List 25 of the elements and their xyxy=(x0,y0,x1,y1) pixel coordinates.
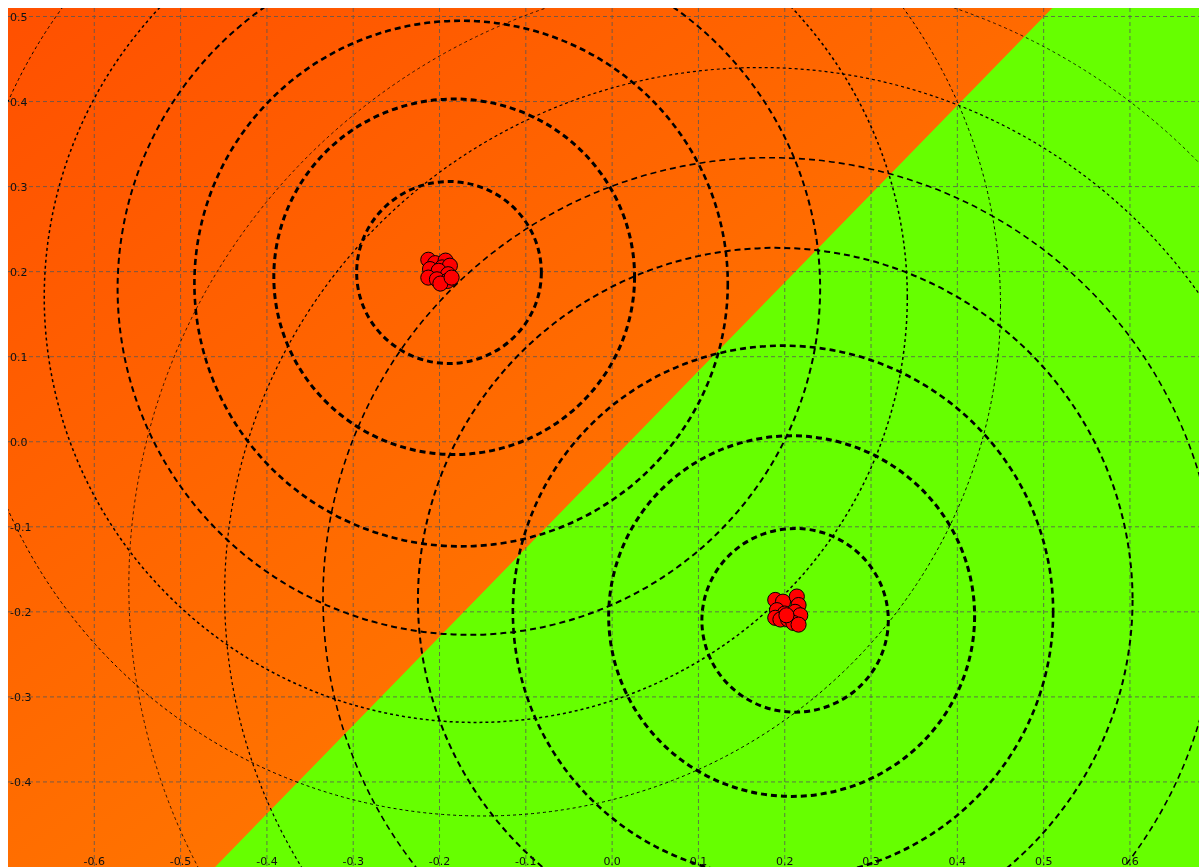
point xyxy=(790,616,807,633)
x-tick-label: 0.2 xyxy=(775,855,794,867)
x-tick-label: 0.3 xyxy=(862,855,880,867)
x-tick-label: 0.4 xyxy=(948,855,967,867)
x-tick-label: -0.3 xyxy=(342,855,364,867)
y-tick-label: -0.3 xyxy=(10,690,32,704)
x-tick-label: 0.1 xyxy=(689,855,708,867)
x-tick-label: 0.6 xyxy=(1121,855,1139,867)
x-tick-label: -0.1 xyxy=(515,855,537,867)
y-tick-label: 0.5 xyxy=(10,10,28,24)
x-tick-label: -0.2 xyxy=(428,855,451,867)
y-tick-label: 0.3 xyxy=(10,180,28,194)
x-tick-label: -0.4 xyxy=(256,855,278,867)
y-tick-label: 0.2 xyxy=(10,265,28,279)
y-tick-label: -0.2 xyxy=(10,605,32,619)
x-tick-label: -0.6 xyxy=(83,855,106,867)
x-tick-label: 0.0 xyxy=(603,855,621,867)
x-tick-label: 0.5 xyxy=(1034,855,1053,867)
y-tick-label: 0.0 xyxy=(10,435,28,449)
y-tick-label: 0.1 xyxy=(10,350,28,364)
y-tick-label: -0.1 xyxy=(10,520,32,534)
x-tick-label: -0.5 xyxy=(169,855,192,867)
y-tick-label: 0.4 xyxy=(10,95,28,109)
point xyxy=(432,275,449,292)
y-tick-label: -0.4 xyxy=(10,775,32,789)
